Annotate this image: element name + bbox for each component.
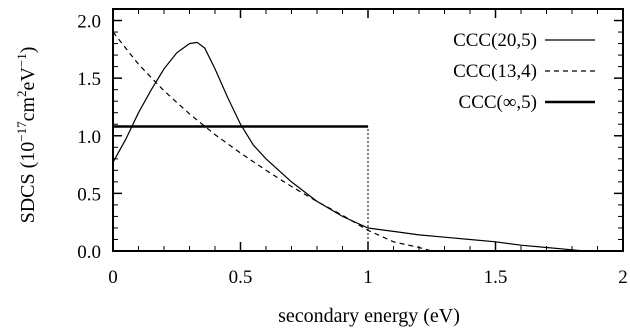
series-line-1 <box>112 41 585 252</box>
y-axis-label-exp3: −1 <box>14 53 29 67</box>
y-tick-label: 0.5 <box>77 184 101 205</box>
y-axis-label-exp1: −17 <box>14 121 29 142</box>
y-axis-label-mid2: eV <box>17 67 39 91</box>
y-tick-label: 1.5 <box>77 69 101 90</box>
y-axis-label-mid: cm <box>17 96 39 121</box>
y-axis-label-prefix: SDCS (10 <box>17 142 39 224</box>
x-tick-label: 0.5 <box>229 267 253 288</box>
x-tick-label: 0 <box>108 267 118 288</box>
legend-label-1: CCC(20,5) <box>453 30 537 51</box>
y-tick-label: 0.0 <box>77 242 101 263</box>
x-tick-label: 1 <box>363 267 373 288</box>
x-axis-label: secondary energy (eV) <box>278 305 460 327</box>
legend-label-2: CCC(13,4) <box>453 61 537 82</box>
y-axis-label-suffix: ) <box>17 47 39 54</box>
x-tick-label: 2 <box>618 267 628 288</box>
legend-label-3: CCC(∞,5) <box>459 92 537 113</box>
x-tick-label: 1.5 <box>484 267 508 288</box>
series-line-2 <box>112 31 432 252</box>
y-tick-label: 2.0 <box>77 12 101 33</box>
y-tick-label: 1.0 <box>77 127 101 148</box>
y-axis-label: SDCS (10−17cm2eV−1) <box>14 47 39 224</box>
y-axis-label-exp2: 2 <box>14 90 29 97</box>
